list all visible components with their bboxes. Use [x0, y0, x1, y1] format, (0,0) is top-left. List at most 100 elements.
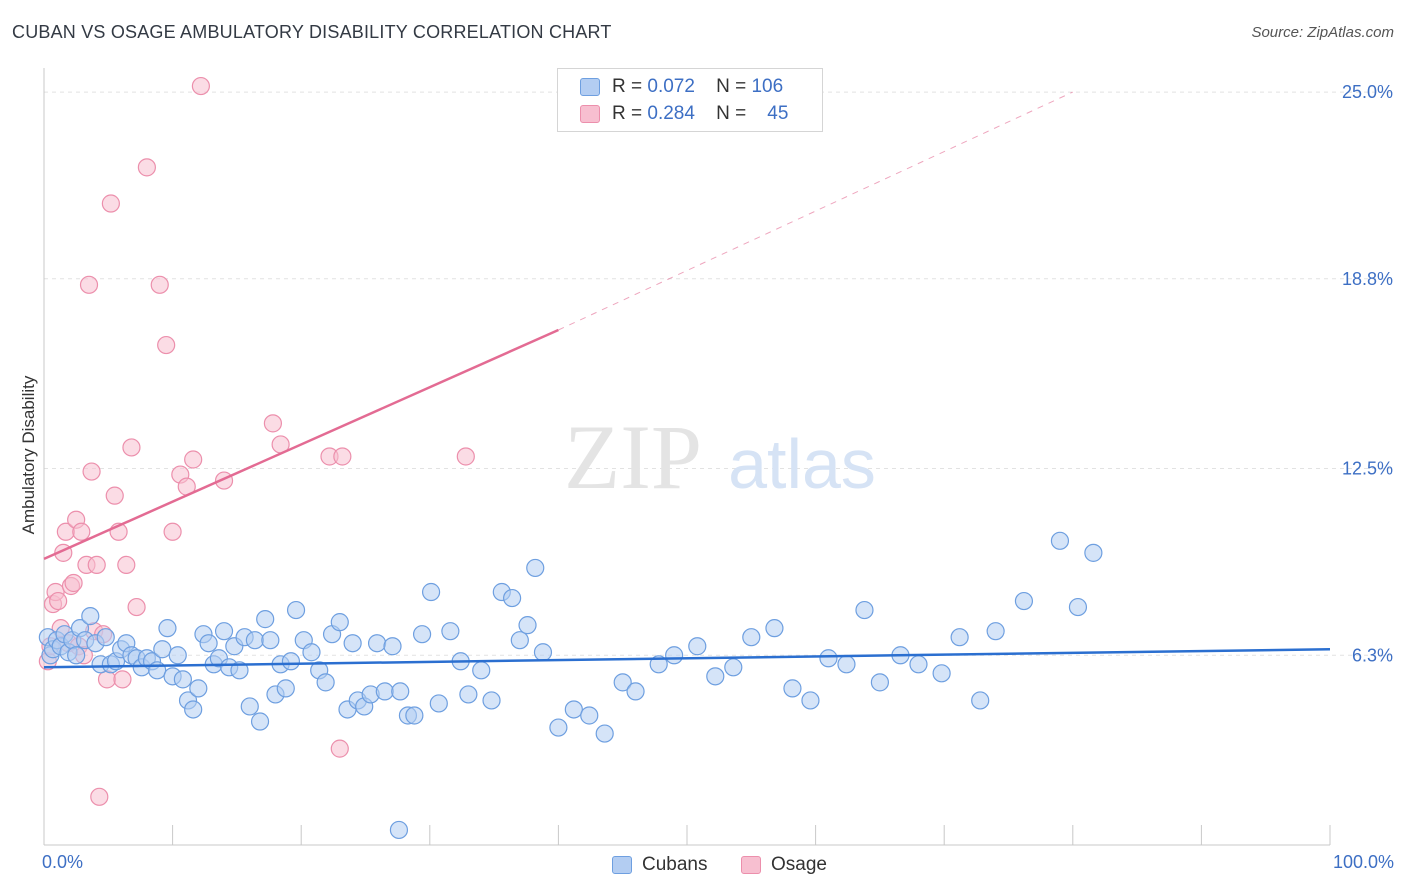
legend-row-osage: R = 0.284 N = 45 — [580, 101, 788, 127]
cubans-point — [245, 631, 265, 650]
cubans-point — [158, 619, 177, 638]
cubans-point — [261, 631, 280, 650]
osage-point — [97, 670, 117, 689]
cubans-trend-line — [43, 647, 1331, 669]
bottom-legend-osage-label: Osage — [771, 854, 827, 875]
cubans-point — [459, 685, 478, 704]
cubans-point — [214, 622, 234, 641]
watermark-atlas: atlas — [728, 425, 876, 503]
cubans-point — [67, 646, 86, 665]
cubans-point — [932, 664, 951, 683]
watermark: ZIP atlas — [564, 406, 876, 508]
cubans-point — [870, 673, 890, 692]
cubans-point — [742, 628, 761, 647]
cubans-point — [1068, 597, 1088, 617]
cubans-point — [971, 691, 990, 710]
gridlines — [44, 91, 1393, 656]
cubans-point — [472, 661, 491, 680]
cubans-point — [153, 640, 172, 659]
cubans-point — [81, 607, 100, 626]
x-tick-label-max: 100.0% — [1332, 852, 1394, 872]
cubans-point — [240, 697, 259, 716]
cubans-point — [819, 649, 838, 668]
trend-lines — [43, 91, 1331, 669]
osage-trend-line — [43, 328, 559, 561]
cubans-point — [801, 691, 820, 710]
cubans-point — [613, 673, 632, 692]
osage-point — [191, 76, 210, 96]
cubans-point — [429, 694, 448, 713]
osage-point — [90, 787, 109, 806]
osage-swatch — [580, 105, 600, 123]
y-tick-labels: 6.3% 12.5% 18.8% 25.0% — [1342, 82, 1393, 665]
cubans-point — [276, 679, 295, 698]
cubans-point — [518, 616, 537, 635]
bottom-legend-cubans: Cubans — [612, 852, 708, 878]
cubans-swatch — [612, 856, 632, 874]
chart-title: CUBAN VS OSAGE AMBULATORY DISABILITY COR… — [12, 22, 612, 42]
cubans-point — [286, 600, 306, 620]
cubans-point — [421, 582, 441, 602]
cubans-point — [765, 619, 784, 638]
cubans-point — [168, 646, 187, 665]
y-tick-label: 12.5% — [1342, 459, 1393, 479]
cubans-point — [391, 682, 410, 701]
legend-r-label: R = — [612, 76, 643, 97]
cubans-point — [580, 706, 599, 725]
osage-points — [38, 76, 475, 806]
osage-point — [163, 522, 182, 541]
osage-point — [113, 670, 132, 689]
cubans-point — [389, 820, 409, 840]
legend-row-cubans: R = 0.072 N = 106 — [580, 74, 783, 100]
osage-point — [137, 158, 156, 177]
cubans-point — [375, 682, 394, 701]
cubans-point — [281, 652, 301, 671]
osage-point — [64, 573, 83, 593]
cubans-point — [783, 679, 802, 698]
bottom-legend-osage: Osage — [741, 852, 827, 878]
osage-swatch — [741, 856, 761, 874]
axes — [43, 68, 1331, 846]
cubans-point — [665, 646, 684, 665]
osage-point — [72, 522, 91, 541]
cubans-points — [38, 531, 1103, 840]
osage-point — [117, 555, 136, 575]
osage-point — [263, 414, 283, 433]
osage-point — [49, 591, 68, 611]
osage-point — [105, 486, 124, 505]
cubans-point — [230, 661, 249, 680]
osage-point — [456, 447, 475, 466]
cubans-point — [649, 655, 668, 674]
cubans-point — [148, 661, 167, 680]
cubans-point — [724, 658, 743, 677]
y-tick-label: 25.0% — [1342, 82, 1393, 102]
cubans-point — [383, 637, 402, 656]
cubans-point — [173, 670, 192, 689]
y-tick-label: 6.3% — [1352, 645, 1393, 665]
y-tick-label: 18.8% — [1342, 269, 1393, 289]
osage-point — [184, 450, 203, 469]
cubans-point — [626, 682, 645, 701]
cubans-point — [595, 724, 614, 743]
cubans-point — [250, 712, 270, 731]
bottom-legend-cubans-label: Cubans — [642, 854, 708, 875]
osage-point — [79, 275, 99, 294]
cubans-point — [564, 700, 583, 719]
legend-r-value: 0.072 — [647, 76, 695, 97]
osage-point — [82, 462, 101, 481]
osage-trend-extension — [558, 91, 1074, 331]
cubans-point — [412, 625, 432, 644]
cubans-point — [367, 634, 387, 653]
osage-point — [150, 275, 169, 294]
source-label: Source: ZipAtlas.com — [1251, 24, 1394, 41]
x-tick-label-min: 0.0% — [42, 852, 84, 872]
osage-point — [157, 335, 176, 355]
legend-n-label: N = — [716, 103, 747, 124]
cubans-point — [950, 628, 969, 647]
cubans-point — [503, 588, 522, 608]
osage-point — [330, 739, 349, 758]
cubans-point — [482, 691, 501, 710]
cubans-point — [343, 634, 362, 653]
cubans-point — [909, 655, 928, 674]
